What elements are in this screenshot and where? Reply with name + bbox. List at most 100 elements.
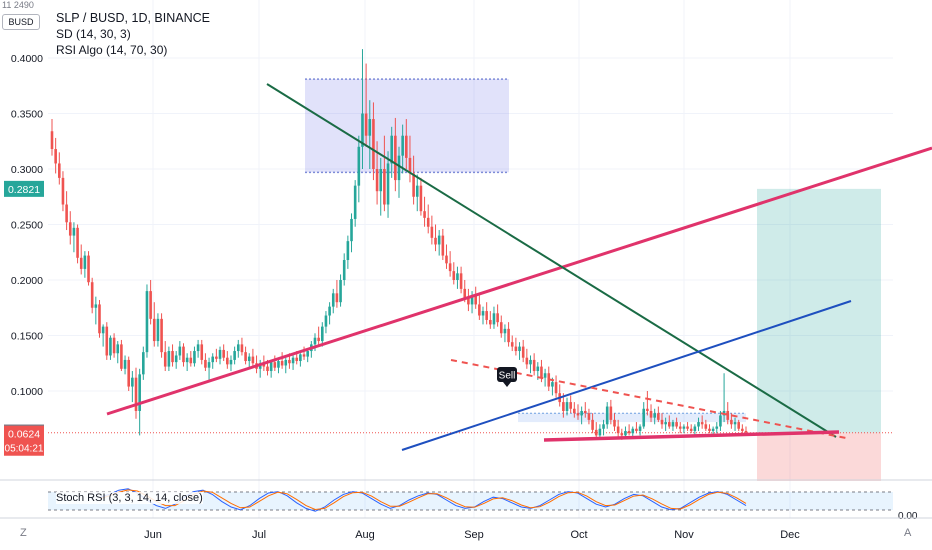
price-tag-bg xyxy=(4,425,44,456)
candle-body xyxy=(496,313,499,323)
indicator-sd-label[interactable]: SD (14, 30, 3) xyxy=(56,27,131,41)
candle-body xyxy=(737,422,740,429)
price-tick-label: 0.2000 xyxy=(11,275,43,287)
currency-badge[interactable]: BUSD xyxy=(2,14,40,30)
candle-body xyxy=(430,226,434,238)
candle-body xyxy=(178,346,182,356)
price-tag: 0.0624 05:04:21 xyxy=(4,425,44,456)
candle-body xyxy=(434,237,437,245)
candle-body xyxy=(569,402,572,409)
candle-body xyxy=(79,257,83,269)
candle-body xyxy=(624,430,627,436)
candle-body xyxy=(613,419,616,427)
candle-body xyxy=(222,349,225,358)
candle-body xyxy=(726,410,730,420)
candle-body xyxy=(408,157,412,174)
candle-body xyxy=(602,424,605,429)
candle-body xyxy=(364,113,368,136)
candle-body xyxy=(112,337,116,354)
candle-body xyxy=(635,428,638,431)
candle-body xyxy=(288,359,291,364)
candle-body xyxy=(280,361,284,366)
candle-body xyxy=(266,366,269,372)
price-tag-text: 0.2821 xyxy=(8,184,40,196)
pink-support-line xyxy=(543,430,840,442)
candle-body xyxy=(711,428,715,431)
candle-body xyxy=(405,135,408,158)
price-tick-label: 0.1500 xyxy=(11,331,43,343)
candle-body xyxy=(671,422,675,427)
candle-body xyxy=(134,377,138,411)
candle-body xyxy=(653,413,656,418)
candle-body xyxy=(163,352,167,367)
candle-body xyxy=(72,227,76,236)
indicator-rsi-algo-label[interactable]: RSI Algo (14, 70, 30) xyxy=(56,43,168,57)
stoch-rsi-label[interactable]: Stoch RSI (3, 3, 14, 14, close) xyxy=(56,492,203,504)
candle-body xyxy=(295,357,299,362)
candle-body xyxy=(492,313,496,325)
candle-body xyxy=(302,354,306,357)
candle-body xyxy=(240,344,244,353)
candle-body xyxy=(664,422,667,425)
candle-body xyxy=(236,344,240,352)
symbol-label[interactable]: SLP / BUSD, 1D, BINANCE xyxy=(56,11,210,25)
candle-body xyxy=(167,351,171,367)
stoch-axis-value: 0.00 xyxy=(898,511,918,522)
candle-body xyxy=(193,351,196,364)
candle-body xyxy=(379,169,383,192)
price-tag: 0.2821 xyxy=(4,180,44,197)
sell-marker: Sell xyxy=(497,367,517,387)
candle-body xyxy=(226,357,229,365)
price-tag-text: 0.0624 xyxy=(8,429,40,441)
candle-body xyxy=(269,362,273,372)
candle-body xyxy=(605,406,609,425)
candle-body xyxy=(68,222,72,236)
candle-body xyxy=(529,359,532,365)
auto-scale-z-button[interactable]: Z xyxy=(20,527,27,539)
candle-body xyxy=(87,255,90,283)
candle-body xyxy=(350,218,353,242)
candle-body xyxy=(247,356,251,362)
time-tick-label: Dec xyxy=(780,529,800,541)
candle-body xyxy=(251,356,255,364)
green-descending-trendline xyxy=(266,83,837,438)
candle-body xyxy=(61,177,65,205)
candle-body xyxy=(200,344,204,360)
candle-body xyxy=(576,413,580,416)
candle-body xyxy=(551,382,554,387)
candle-body xyxy=(328,306,331,316)
candle-body xyxy=(426,217,430,227)
time-tick-label: Sep xyxy=(464,529,484,541)
candle-body xyxy=(719,415,722,427)
candle-body xyxy=(463,288,467,298)
candle-body xyxy=(207,362,211,368)
candle-body xyxy=(320,326,324,342)
price-tick-label: 0.3500 xyxy=(11,109,43,121)
candle-body xyxy=(708,428,711,431)
candle-body xyxy=(419,185,423,212)
candle-body xyxy=(448,263,452,272)
candle-body xyxy=(211,356,215,363)
candle-body xyxy=(174,355,178,363)
candle-body xyxy=(715,426,719,429)
candle-body xyxy=(291,357,295,364)
candle-body xyxy=(394,135,397,181)
candle-body xyxy=(65,204,68,223)
candle-body xyxy=(94,304,98,308)
price-tick-label: 0.2500 xyxy=(11,220,43,232)
candle-body xyxy=(58,163,61,178)
sell-badge-text: Sell xyxy=(499,371,516,382)
candle-body xyxy=(152,318,156,342)
candle-body xyxy=(50,131,54,150)
candle-body xyxy=(565,402,569,411)
candle-body xyxy=(697,422,700,427)
candle-body xyxy=(335,293,339,303)
candle-body xyxy=(591,419,594,430)
candle-body xyxy=(204,359,207,368)
candle-body xyxy=(536,366,540,372)
candle-body xyxy=(649,410,653,418)
candle-body xyxy=(540,366,543,378)
candle-body xyxy=(638,426,642,431)
auto-scale-a-button[interactable]: A xyxy=(904,527,912,539)
